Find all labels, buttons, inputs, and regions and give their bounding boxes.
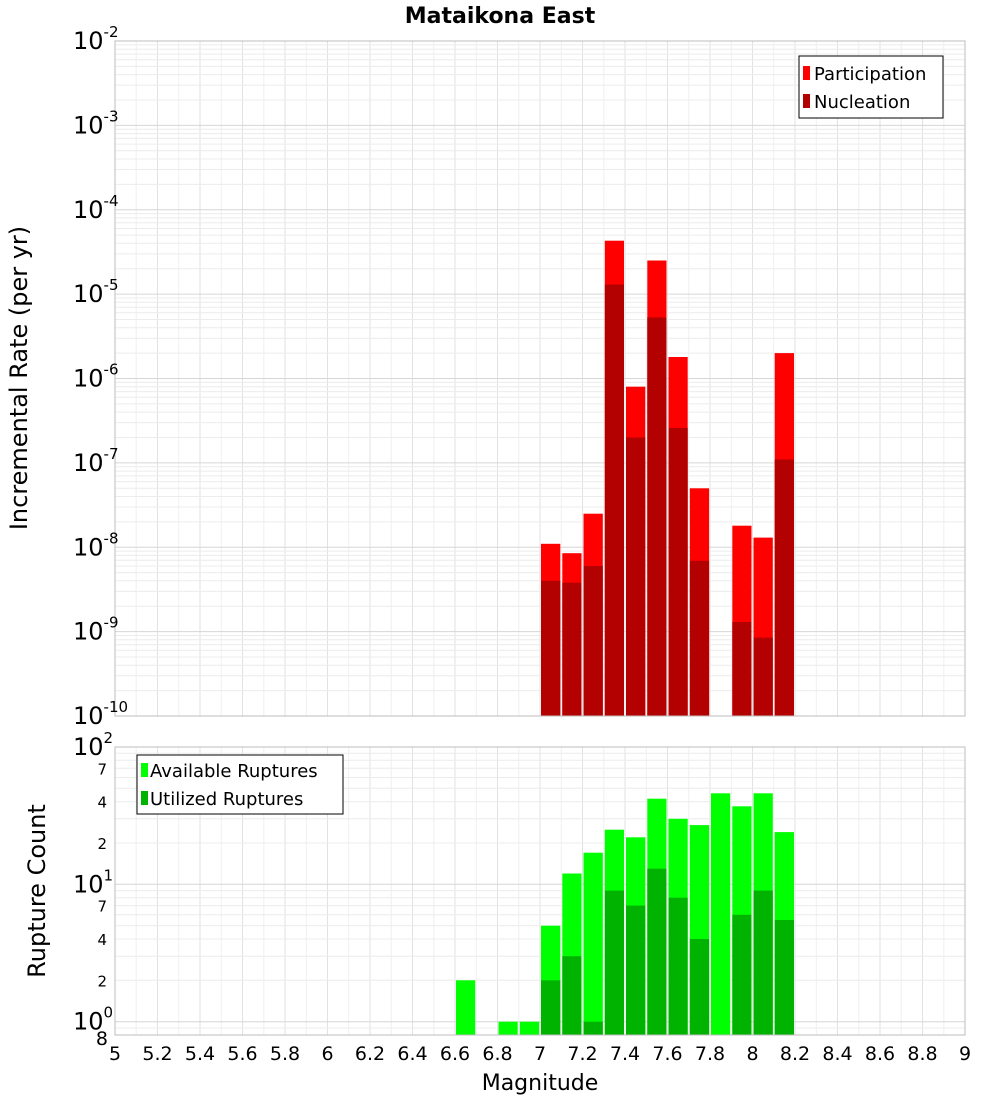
x-tick-label: 8.8 (907, 1043, 937, 1065)
rate-bar-series2 (753, 637, 773, 716)
rate-bar-series2 (541, 580, 561, 716)
grid-layer (115, 41, 965, 1035)
count-bar-series2 (604, 890, 624, 1035)
count-y-tick-label: 101 (73, 866, 113, 898)
x-tick-label: 6 (321, 1043, 333, 1065)
x-tick-label: 5 (109, 1043, 121, 1065)
count-bar-series2 (753, 890, 773, 1035)
count-bar-series1 (519, 1021, 540, 1035)
count-bar-series2 (668, 897, 688, 1035)
count-plot-frame (114, 746, 966, 1036)
rate-y-tick-label: 10-10 (73, 698, 128, 730)
rate-bar-series2 (626, 437, 646, 716)
x-tick-label: 7 (534, 1043, 546, 1065)
top-y-axis-label: Incremental Rate (per yr) (5, 226, 33, 530)
x-tick-label: 7.4 (610, 1043, 640, 1065)
count-bar-series2 (626, 905, 646, 1035)
legend-bottom: Available Ruptures Utilized Ruptures (136, 754, 344, 815)
rate-plot-frame (114, 40, 966, 717)
rate-y-tick-label: 10-7 (73, 445, 119, 477)
rate-y-tick-label: 10-5 (73, 276, 119, 308)
frame-layer (114, 40, 966, 1036)
count-y-tick-label: 2 (97, 972, 107, 990)
count-bar-series1 (583, 852, 603, 1035)
x-tick-label: 6.2 (355, 1043, 385, 1065)
legend-nucleation-swatch (803, 94, 810, 108)
chart-title: Mataikona East (405, 4, 596, 29)
rate-y-tick-label: 10-6 (73, 361, 119, 393)
x-tick-label: 6.6 (440, 1043, 470, 1065)
count-y-tick-label: 8 (96, 1028, 108, 1050)
rate-bar-series2 (583, 566, 603, 716)
x-tick-label: 6.8 (482, 1043, 512, 1065)
x-tick-label: 7.6 (652, 1043, 682, 1065)
rate-y-tick-label: 10-8 (73, 529, 119, 561)
legend-participation-label: Participation (814, 64, 926, 85)
tick-layer: 10-1010-910-810-710-610-510-410-310-2810… (73, 23, 971, 1065)
rate-y-tick-label: 10-4 (73, 192, 119, 224)
x-tick-label: 8.4 (822, 1043, 852, 1065)
legend-utilized-label: Utilized Ruptures (150, 789, 303, 810)
rate-bar-series2 (647, 317, 667, 716)
count-y-tick-label: 7 (97, 760, 107, 778)
x-axis-label: Magnitude (482, 1071, 599, 1096)
rate-bar-series2 (732, 622, 752, 716)
x-tick-label: 5.2 (142, 1043, 172, 1065)
count-bar-series2 (562, 956, 582, 1035)
x-tick-label: 9 (959, 1043, 971, 1065)
count-y-tick-label: 100 (73, 1004, 113, 1036)
x-tick-label: 8 (746, 1043, 758, 1065)
x-tick-label: 5.6 (227, 1043, 257, 1065)
count-bar-series2 (647, 868, 667, 1035)
x-tick-label: 8.6 (865, 1043, 895, 1065)
x-tick-label: 8.2 (780, 1043, 810, 1065)
count-bar-series2 (732, 914, 752, 1035)
legend-available-label: Available Ruptures (150, 761, 318, 782)
x-tick-label: 7.2 (567, 1043, 597, 1065)
x-tick-label: 7.8 (695, 1043, 725, 1065)
bottom-y-axis-label: Rupture Count (23, 804, 51, 978)
count-bar-series1 (456, 980, 476, 1035)
count-y-tick-label: 4 (97, 794, 107, 812)
count-bar-series2 (583, 1021, 603, 1035)
count-y-tick-label: 102 (73, 729, 113, 761)
rate-bar-series2 (689, 560, 710, 716)
count-bar-series2 (774, 920, 794, 1035)
legend-nucleation-label: Nucleation (814, 92, 910, 113)
bar-layer (456, 240, 794, 1035)
count-y-tick-label: 7 (97, 898, 107, 916)
rate-bar-series2 (604, 284, 624, 716)
count-bar-series2 (541, 980, 561, 1035)
legend-participation-swatch (803, 66, 810, 80)
rate-bar-series2 (774, 459, 794, 716)
legend-top: Participation Nucleation (798, 55, 944, 119)
rate-bar-series2 (668, 427, 688, 716)
count-bar-series1 (498, 1021, 518, 1035)
rate-y-tick-label: 10-9 (73, 614, 119, 646)
x-tick-label: 5.8 (270, 1043, 300, 1065)
x-tick-label: 6.4 (397, 1043, 427, 1065)
x-tick-label: 5.4 (185, 1043, 215, 1065)
count-bar-series1 (711, 793, 731, 1035)
legend-top-box (798, 55, 944, 119)
count-y-tick-label: 2 (97, 835, 107, 853)
count-y-tick-label: 4 (97, 931, 107, 949)
rate-y-tick-label: 10-3 (73, 107, 119, 139)
legend-available-swatch (141, 763, 148, 777)
legend-bottom-box (136, 754, 344, 815)
legend-utilized-swatch (141, 791, 148, 805)
rate-y-tick-label: 10-2 (73, 23, 119, 55)
count-bar-series2 (689, 939, 710, 1035)
rate-bar-series2 (562, 582, 582, 716)
